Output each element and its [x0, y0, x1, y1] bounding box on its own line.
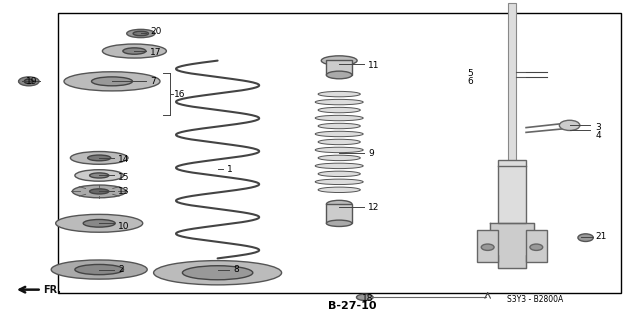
Ellipse shape	[316, 99, 364, 105]
Ellipse shape	[326, 220, 352, 226]
Bar	[498, 160, 526, 223]
Text: FR.: FR.	[43, 285, 61, 295]
Ellipse shape	[24, 79, 33, 84]
Ellipse shape	[51, 260, 147, 279]
Text: 15: 15	[118, 173, 130, 182]
Bar	[508, 3, 516, 166]
Ellipse shape	[530, 244, 543, 250]
Ellipse shape	[127, 29, 155, 38]
Polygon shape	[490, 223, 534, 268]
Ellipse shape	[70, 152, 128, 164]
Ellipse shape	[481, 244, 494, 250]
Ellipse shape	[326, 71, 352, 79]
Text: 7: 7	[150, 77, 156, 86]
Ellipse shape	[90, 189, 109, 194]
Ellipse shape	[318, 139, 360, 145]
Ellipse shape	[83, 219, 115, 227]
Text: 10: 10	[118, 222, 130, 231]
Text: 3: 3	[595, 123, 601, 132]
Ellipse shape	[318, 187, 360, 192]
Ellipse shape	[578, 234, 593, 241]
Ellipse shape	[316, 115, 364, 121]
Text: 16: 16	[174, 90, 186, 99]
Text: 18: 18	[362, 294, 373, 303]
Ellipse shape	[356, 294, 373, 300]
Ellipse shape	[318, 107, 360, 113]
Ellipse shape	[75, 264, 124, 275]
Text: B-27-10: B-27-10	[328, 301, 376, 311]
Text: 5: 5	[467, 69, 473, 78]
Text: 20: 20	[150, 27, 162, 36]
Ellipse shape	[316, 131, 364, 137]
Text: 13: 13	[118, 187, 130, 196]
Ellipse shape	[133, 31, 148, 36]
Text: 12: 12	[368, 203, 380, 212]
Ellipse shape	[56, 214, 143, 232]
Ellipse shape	[72, 185, 126, 198]
Text: S3Y3 - B2800A: S3Y3 - B2800A	[507, 295, 563, 304]
Ellipse shape	[154, 261, 282, 285]
Bar	[526, 230, 547, 262]
Text: 9: 9	[368, 149, 374, 158]
Ellipse shape	[316, 179, 364, 184]
Ellipse shape	[316, 163, 364, 168]
Text: 8: 8	[234, 265, 239, 274]
Ellipse shape	[102, 44, 166, 58]
Bar	[326, 204, 352, 223]
Ellipse shape	[182, 266, 253, 280]
Ellipse shape	[318, 91, 360, 97]
Ellipse shape	[19, 77, 39, 86]
Text: 21: 21	[595, 232, 607, 241]
Ellipse shape	[123, 48, 146, 54]
Bar	[477, 230, 498, 262]
Ellipse shape	[321, 56, 357, 65]
Ellipse shape	[318, 123, 360, 129]
Ellipse shape	[64, 72, 160, 91]
Ellipse shape	[326, 200, 352, 208]
Ellipse shape	[318, 155, 360, 161]
Text: 6: 6	[467, 77, 473, 86]
Bar	[58, 13, 621, 293]
Text: 11: 11	[368, 61, 380, 70]
Text: 19: 19	[26, 77, 37, 86]
Ellipse shape	[88, 155, 111, 161]
Ellipse shape	[75, 170, 124, 181]
Ellipse shape	[318, 171, 360, 177]
Text: 4: 4	[595, 131, 601, 140]
Ellipse shape	[559, 120, 580, 130]
Text: 2: 2	[118, 265, 124, 274]
Ellipse shape	[92, 77, 132, 86]
Ellipse shape	[90, 173, 109, 178]
Text: 1: 1	[227, 165, 233, 174]
Bar	[326, 60, 352, 75]
Ellipse shape	[316, 147, 364, 152]
Text: 14: 14	[118, 155, 130, 164]
Text: 17: 17	[150, 48, 162, 57]
